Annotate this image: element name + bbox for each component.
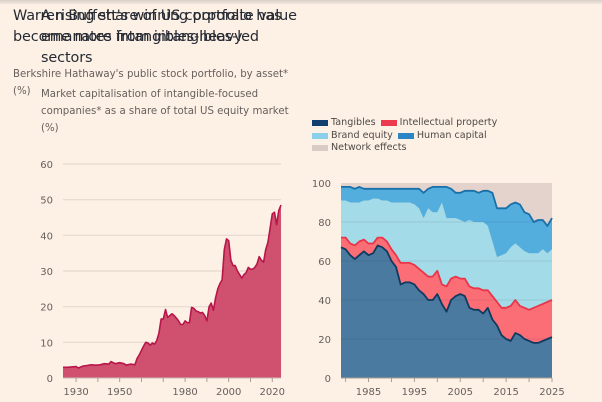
x-tick-label-1950: 1950 xyxy=(107,387,132,398)
y-tick-label-20: 20 xyxy=(40,303,53,314)
right-chart-subtitle: Berkshire Hathaway's public stock portfo… xyxy=(13,69,289,97)
legend-swatch-tangibles xyxy=(312,120,328,127)
legend-item-tangibles: Tangibles xyxy=(312,117,376,130)
legend-item-human-capital: Human capital xyxy=(397,129,487,143)
legend-swatch-human-capital xyxy=(397,132,414,139)
legend-item-network-effects: Network effects xyxy=(312,142,407,155)
area-network-effects xyxy=(341,183,552,226)
legend-row-1: Tangibles Intellectual property xyxy=(312,117,502,130)
x-tick-label-2025: 2025 xyxy=(539,387,564,398)
y-tick-label-40: 40 xyxy=(318,296,331,307)
x-tick-label-2020: 2020 xyxy=(260,387,285,398)
legend-item-brand-equity: Brand equity xyxy=(312,130,393,143)
legend-label-network-effects: Network effects xyxy=(331,142,407,153)
legend-label-human-capital: Human capital xyxy=(416,129,487,141)
y-tick-label-50: 50 xyxy=(40,196,53,207)
legend-label-tangibles: Tangibles xyxy=(331,117,376,128)
line-human-capital xyxy=(341,186,553,227)
x-tick-label-1980: 1980 xyxy=(172,387,197,398)
x-tick-label-2000: 2000 xyxy=(216,387,241,398)
line-tangibles xyxy=(340,244,553,344)
y-tick-label-0: 0 xyxy=(325,374,331,385)
legend-label-brand-equity: Brand equity xyxy=(331,129,393,141)
legend-swatch-intellectual-property xyxy=(380,120,397,127)
x-tick-label-2015: 2015 xyxy=(493,387,518,398)
x-tick-label-1930: 1930 xyxy=(63,387,88,398)
legend-swatch-brand-equity xyxy=(312,132,328,139)
legend-item-intellectual-property: Intellectual property xyxy=(380,117,498,130)
window-top-edge xyxy=(0,0,602,4)
y-tick-label-10: 10 xyxy=(40,338,53,349)
x-tick-label-1995: 1995 xyxy=(402,387,427,398)
left-chart-title: A rising share of US corporate value ema… xyxy=(41,8,297,66)
y-tick-label-100: 100 xyxy=(312,179,331,190)
legend-label-intellectual-property: Intellectual property xyxy=(399,117,498,128)
right-chart-legend: Tangibles Intellectual property Brand eq… xyxy=(312,117,502,155)
x-tick-label-1985: 1985 xyxy=(356,387,381,398)
line-intellectual-property xyxy=(341,236,553,311)
right-chart-title: Warren Buffett's winning portfolio has b… xyxy=(13,8,282,45)
y-tick-label-20: 20 xyxy=(318,335,331,346)
left-chart-subtitle: Market capitalisation of intangible-focu… xyxy=(41,89,289,134)
legend-row-2: Brand equity Human capital xyxy=(312,130,502,143)
legend-swatch-network-effects xyxy=(312,145,328,152)
area-brand-equity xyxy=(341,198,552,310)
area-human-capital xyxy=(341,186,552,258)
y-tick-label-0: 0 xyxy=(47,374,53,385)
y-tick-label-60: 60 xyxy=(40,160,53,171)
y-tick-label-30: 30 xyxy=(40,267,53,278)
x-tick-label-2005: 2005 xyxy=(448,387,473,398)
area-intangible-share xyxy=(63,205,281,378)
line-intangible-share xyxy=(63,204,282,369)
legend-row-3: Network effects xyxy=(312,142,502,155)
y-tick-label-40: 40 xyxy=(40,231,53,242)
y-tick-label-60: 60 xyxy=(318,257,331,268)
y-tick-label-80: 80 xyxy=(318,218,331,229)
